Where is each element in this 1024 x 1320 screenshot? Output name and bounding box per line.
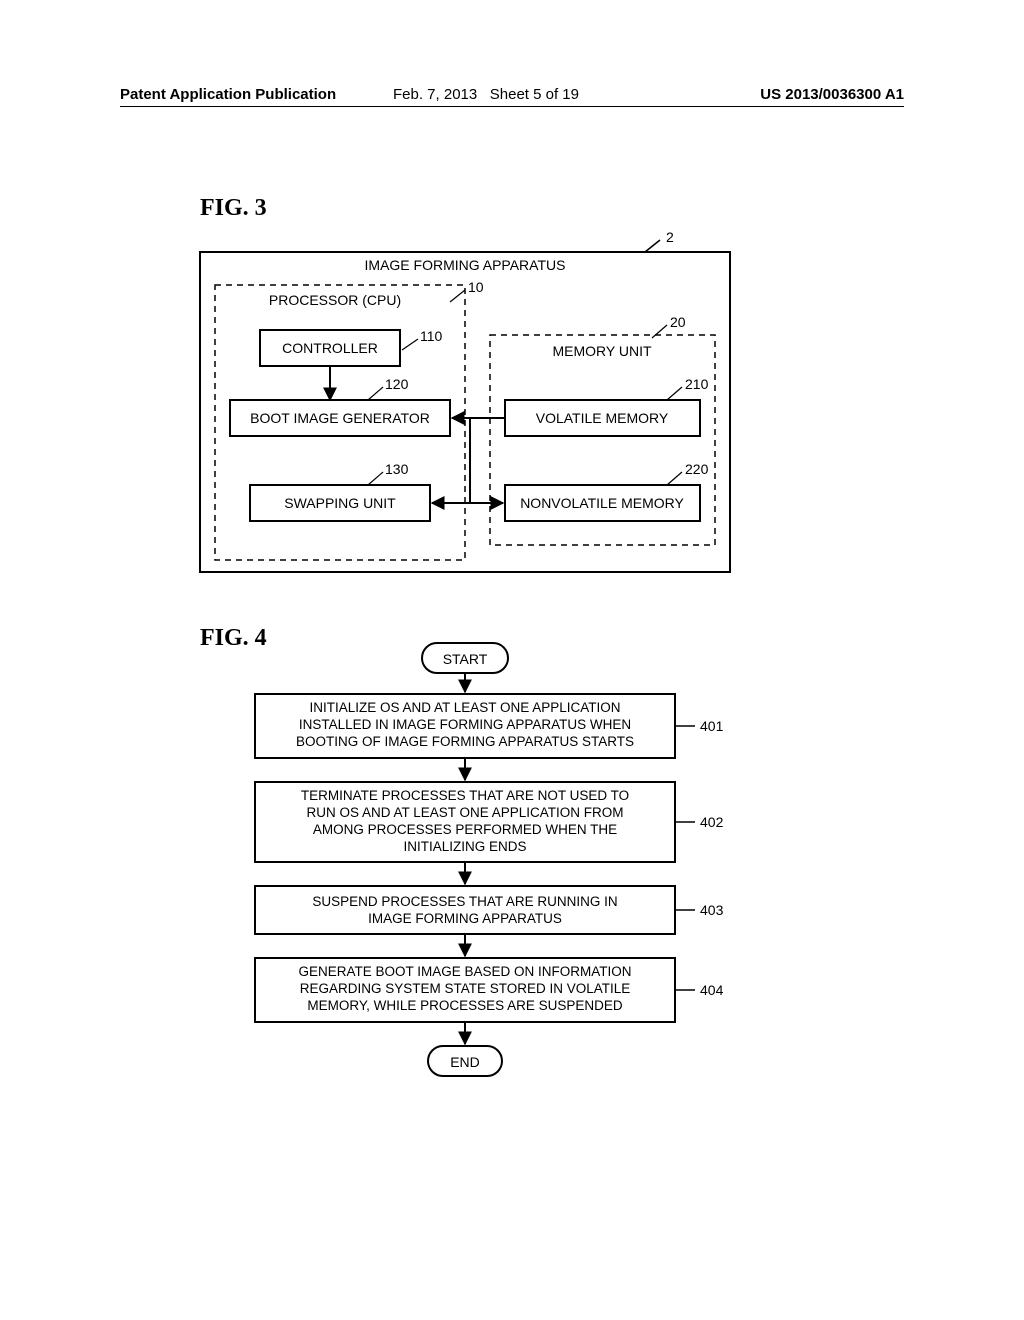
fig3-diagram: 2 IMAGE FORMING APPARATUS PROCESSOR (CPU… bbox=[170, 230, 750, 580]
step-401-line2: INSTALLED IN IMAGE FORMING APPARATUS WHE… bbox=[299, 717, 631, 732]
ref-2: 2 bbox=[666, 230, 674, 245]
processor-label: PROCESSOR (CPU) bbox=[269, 292, 401, 308]
ref-120: 120 bbox=[385, 376, 409, 392]
header-date: Feb. 7, 2013 bbox=[393, 86, 477, 103]
header-left: Patent Application Publication bbox=[120, 86, 336, 103]
step-402-line2: RUN OS AND AT LEAST ONE APPLICATION FROM bbox=[306, 805, 623, 820]
step-401-line1: INITIALIZE OS AND AT LEAST ONE APPLICATI… bbox=[309, 700, 620, 715]
header-rule bbox=[120, 106, 904, 107]
swap-label: SWAPPING UNIT bbox=[284, 495, 396, 511]
step-403-line1: SUSPEND PROCESSES THAT ARE RUNNING IN bbox=[312, 894, 617, 909]
ref-20: 20 bbox=[670, 314, 686, 330]
step-402-line1: TERMINATE PROCESSES THAT ARE NOT USED TO bbox=[301, 788, 629, 803]
outer-label: IMAGE FORMING APPARATUS bbox=[365, 257, 566, 273]
end-label: END bbox=[450, 1054, 480, 1070]
ref-404: 404 bbox=[700, 982, 724, 998]
page: Patent Application Publication Feb. 7, 2… bbox=[0, 0, 1024, 1320]
ref-403: 403 bbox=[700, 902, 724, 918]
step-403-line2: IMAGE FORMING APPARATUS bbox=[368, 911, 562, 926]
ref-220: 220 bbox=[685, 461, 709, 477]
ref-210: 210 bbox=[685, 376, 709, 392]
ref-401: 401 bbox=[700, 718, 724, 734]
volmem-label: VOLATILE MEMORY bbox=[536, 410, 669, 426]
step-404-line1: GENERATE BOOT IMAGE BASED ON INFORMATION bbox=[298, 964, 631, 979]
header-mid: Feb. 7, 2013 Sheet 5 of 19 bbox=[393, 86, 579, 103]
ref-402: 402 bbox=[700, 814, 724, 830]
step-402-line3: AMONG PROCESSES PERFORMED WHEN THE bbox=[313, 822, 617, 837]
fig3-label: FIG. 3 bbox=[200, 195, 267, 222]
step-404-line3: MEMORY, WHILE PROCESSES ARE SUSPENDED bbox=[307, 998, 623, 1013]
nvolmem-label: NONVOLATILE MEMORY bbox=[520, 495, 684, 511]
ref-130: 130 bbox=[385, 461, 409, 477]
step-402-line4: INITIALIZING ENDS bbox=[403, 839, 526, 854]
memunit-label: MEMORY UNIT bbox=[552, 343, 651, 359]
ref-110: 110 bbox=[420, 328, 443, 344]
header-sheet: Sheet 5 of 19 bbox=[490, 86, 579, 103]
start-label: START bbox=[443, 651, 488, 667]
step-404-line2: REGARDING SYSTEM STATE STORED IN VOLATIL… bbox=[300, 981, 631, 996]
header-pubno: US 2013/0036300 A1 bbox=[760, 86, 904, 103]
step-401-line3: BOOTING OF IMAGE FORMING APPARATUS START… bbox=[296, 734, 634, 749]
bootgen-label: BOOT IMAGE GENERATOR bbox=[250, 410, 430, 426]
controller-label: CONTROLLER bbox=[282, 340, 378, 356]
ref-10: 10 bbox=[468, 279, 484, 295]
fig4-diagram: START INITIALIZE OS AND AT LEAST ONE APP… bbox=[200, 640, 770, 1170]
